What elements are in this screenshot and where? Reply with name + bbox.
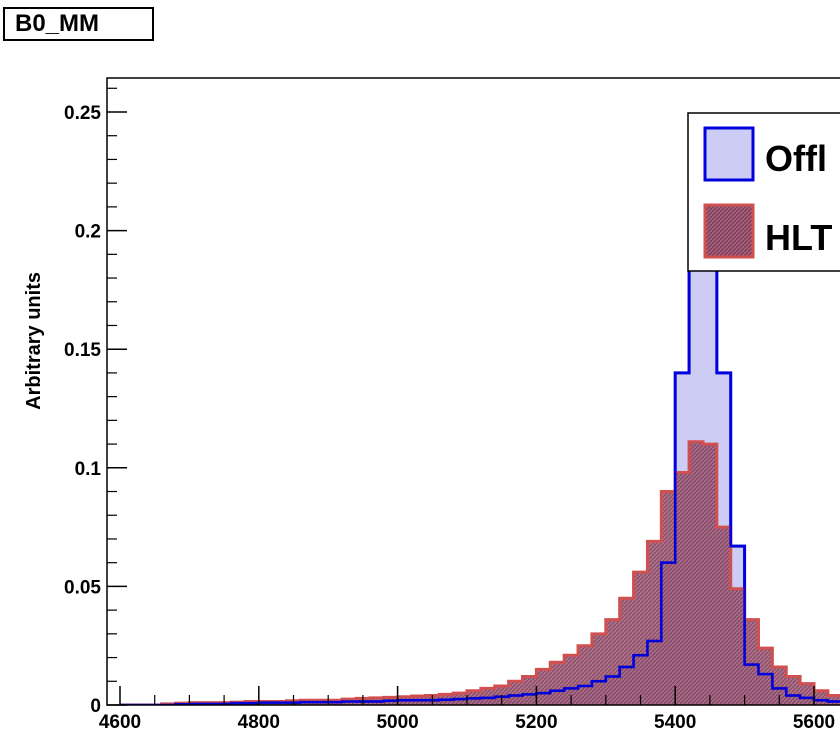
- chart-title: B0_MM: [15, 10, 100, 37]
- legend: Offl HLT: [687, 112, 840, 272]
- chart-title-box: B0_MM: [3, 7, 154, 41]
- x-tick-label: 4800: [238, 712, 280, 733]
- y-tick-label: 0.15: [64, 340, 101, 361]
- x-tick-label: 5600: [793, 712, 835, 733]
- x-tick-label: 5400: [654, 712, 696, 733]
- y-tick-label: 0.25: [64, 103, 101, 124]
- y-tick-label: 0.05: [64, 577, 101, 598]
- x-tick-label: 5000: [376, 712, 418, 733]
- y-tick-label: 0.1: [75, 459, 102, 480]
- y-axis-title: Arbitrary units: [23, 272, 45, 410]
- axis-layer: 0 0.05 0.1 0.15 0.2 0.25 4600 4800 5000 5200 5400 5…: [64, 87, 835, 733]
- plot-frame: [106, 77, 840, 706]
- legend-swatch-hlt: [703, 203, 755, 259]
- series-layer: [120, 176, 840, 705]
- legend-label-hlt: HLT: [765, 217, 832, 258]
- series-outline-offl-top: [120, 177, 840, 705]
- x-tick-label: 5200: [515, 712, 557, 733]
- series-fill-hlt: [120, 441, 840, 705]
- legend-swatch-offl: [703, 126, 755, 182]
- legend-label-offl: Offl: [765, 138, 827, 179]
- y-tick-label: 0.2: [75, 222, 101, 243]
- y-tick-label: 0: [90, 696, 101, 717]
- x-tick-label: 4600: [99, 712, 141, 733]
